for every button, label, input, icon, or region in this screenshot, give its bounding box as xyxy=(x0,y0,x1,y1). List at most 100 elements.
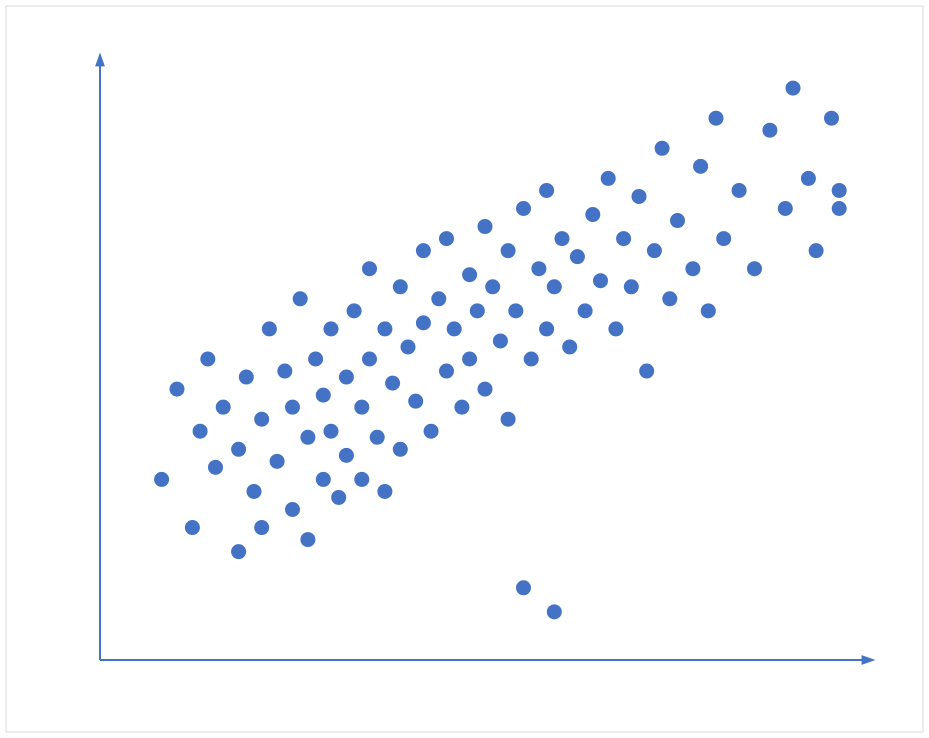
scatter-point xyxy=(377,321,392,336)
scatter-point xyxy=(585,207,600,222)
scatter-point xyxy=(154,472,169,487)
scatter-point xyxy=(693,159,708,174)
scatter-point xyxy=(655,141,670,156)
scatter-point xyxy=(786,81,801,96)
scatter-point xyxy=(493,333,508,348)
scatter-point xyxy=(547,604,562,619)
scatter-point xyxy=(593,273,608,288)
scatter-point xyxy=(670,213,685,228)
scatter-point xyxy=(416,243,431,258)
scatter-point xyxy=(308,352,323,367)
scatter-point xyxy=(632,189,647,204)
scatter-point xyxy=(539,183,554,198)
scatter-point xyxy=(516,201,531,216)
scatter-point xyxy=(647,243,662,258)
scatter-point xyxy=(716,231,731,246)
scatter-point xyxy=(339,448,354,463)
scatter-point xyxy=(254,412,269,427)
scatter-point xyxy=(639,364,654,379)
scatter-point xyxy=(832,183,847,198)
scatter-point xyxy=(508,303,523,318)
scatter-point xyxy=(416,315,431,330)
scatter-point xyxy=(408,394,423,409)
scatter-point xyxy=(393,442,408,457)
scatter-point xyxy=(362,352,377,367)
scatter-point xyxy=(747,261,762,276)
scatter-point xyxy=(531,261,546,276)
scatter-point xyxy=(501,412,516,427)
scatter-point xyxy=(254,520,269,535)
scatter-point xyxy=(762,123,777,138)
scatter-point xyxy=(393,279,408,294)
scatter-point xyxy=(478,219,493,234)
scatter-point xyxy=(231,442,246,457)
scatter-point xyxy=(262,321,277,336)
scatter-point xyxy=(447,321,462,336)
scatter-point xyxy=(616,231,631,246)
scatter-point xyxy=(316,388,331,403)
scatter-point xyxy=(601,171,616,186)
scatter-point xyxy=(193,424,208,439)
scatter-point xyxy=(685,261,700,276)
scatter-point xyxy=(185,520,200,535)
scatter-point xyxy=(285,502,300,517)
scatter-chart xyxy=(0,0,929,738)
scatter-point xyxy=(401,339,416,354)
scatter-point xyxy=(370,430,385,445)
scatter-point xyxy=(578,303,593,318)
scatter-point xyxy=(462,267,477,282)
scatter-point xyxy=(570,249,585,264)
scatter-point xyxy=(324,321,339,336)
scatter-point xyxy=(285,400,300,415)
scatter-point xyxy=(354,472,369,487)
scatter-point xyxy=(300,532,315,547)
scatter-point xyxy=(539,321,554,336)
scatter-point xyxy=(362,261,377,276)
scatter-point xyxy=(216,400,231,415)
scatter-point xyxy=(270,454,285,469)
scatter-point xyxy=(347,303,362,318)
scatter-point xyxy=(231,544,246,559)
scatter-point xyxy=(470,303,485,318)
scatter-point xyxy=(277,364,292,379)
scatter-point xyxy=(485,279,500,294)
scatter-point xyxy=(608,321,623,336)
scatter-point xyxy=(547,279,562,294)
scatter-point xyxy=(377,484,392,499)
scatter-point xyxy=(662,291,677,306)
scatter-point xyxy=(300,430,315,445)
scatter-point xyxy=(208,460,223,475)
scatter-point xyxy=(293,291,308,306)
scatter-point xyxy=(324,424,339,439)
scatter-point xyxy=(385,376,400,391)
scatter-point xyxy=(454,400,469,415)
scatter-point xyxy=(354,400,369,415)
scatter-point xyxy=(247,484,262,499)
scatter-point xyxy=(778,201,793,216)
scatter-point xyxy=(339,370,354,385)
scatter-point xyxy=(801,171,816,186)
scatter-point xyxy=(316,472,331,487)
scatter-point xyxy=(624,279,639,294)
scatter-point xyxy=(809,243,824,258)
scatter-point xyxy=(431,291,446,306)
scatter-point xyxy=(239,370,254,385)
scatter-point xyxy=(501,243,516,258)
scatter-point xyxy=(824,111,839,126)
scatter-point xyxy=(439,231,454,246)
scatter-point xyxy=(478,382,493,397)
scatter-point xyxy=(524,352,539,367)
scatter-point xyxy=(832,201,847,216)
scatter-point xyxy=(701,303,716,318)
scatter-point xyxy=(709,111,724,126)
chart-frame xyxy=(0,0,929,738)
scatter-point xyxy=(200,352,215,367)
scatter-point xyxy=(732,183,747,198)
scatter-point xyxy=(555,231,570,246)
scatter-point xyxy=(562,339,577,354)
scatter-point xyxy=(424,424,439,439)
scatter-point xyxy=(516,580,531,595)
scatter-point xyxy=(331,490,346,505)
scatter-point xyxy=(439,364,454,379)
scatter-point xyxy=(170,382,185,397)
